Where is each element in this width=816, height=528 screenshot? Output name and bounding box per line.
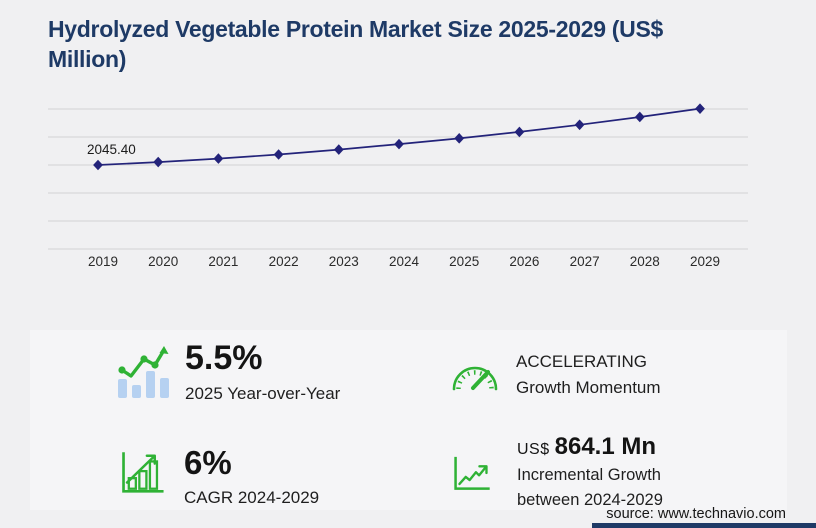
yoy-stat: 5.5% 2025 Year-over-Year bbox=[185, 339, 341, 404]
bottom-accent-bar bbox=[592, 523, 816, 528]
momentum-stat-icon-box bbox=[451, 356, 499, 392]
x-axis-label: 2023 bbox=[329, 254, 359, 269]
chart-container: 2019 2020 2021 2022 2023 2024 2025 2026 2027 2028… bbox=[48, 95, 750, 277]
chart-point-2020 bbox=[153, 156, 164, 168]
x-axis-label: 2019 bbox=[88, 254, 118, 269]
cagr-label: CAGR 2024-2029 bbox=[184, 487, 320, 507]
chart-point-2023 bbox=[333, 144, 344, 155]
incremental-label-line2: between 2024-2029 bbox=[517, 491, 663, 509]
chart-point-2021 bbox=[213, 153, 224, 164]
speedometer-icon bbox=[452, 366, 498, 391]
growth-chart-icon bbox=[122, 452, 164, 493]
x-axis-label: 2022 bbox=[269, 254, 299, 269]
chart-point-2028 bbox=[634, 111, 645, 123]
incremental-stat-icon-box bbox=[452, 455, 492, 491]
x-axis-label: 2029 bbox=[690, 254, 720, 269]
x-axis-label: 2020 bbox=[148, 254, 178, 269]
market-size-line-chart: 2019 2020 2021 2022 2023 2024 2025 2026 2027 2028… bbox=[48, 103, 748, 269]
cagr-stat-icon-box bbox=[120, 450, 164, 494]
momentum-label: Growth Momentum bbox=[516, 378, 661, 397]
yoy-label: 2025 Year-over-Year bbox=[185, 383, 341, 403]
cagr-value: 6% bbox=[184, 444, 232, 481]
chart-point-2025 bbox=[454, 133, 465, 144]
chart-point-2026 bbox=[514, 126, 525, 138]
page-title-line1: Hydrolyzed Vegetable Protein Market Size… bbox=[48, 16, 663, 42]
page-title: Hydrolyzed Vegetable Protein Market Size… bbox=[48, 14, 793, 74]
incremental-value: 864.1 Mn bbox=[554, 433, 657, 460]
line-growth-icon bbox=[454, 456, 490, 490]
x-axis-label: 2025 bbox=[449, 254, 479, 269]
chart-point-2024 bbox=[394, 138, 404, 150]
yoy-value: 5.5% bbox=[185, 339, 263, 377]
incremental-value-row: US$ 864.1 Mn bbox=[517, 433, 663, 461]
momentum-value: ACCELERATING bbox=[516, 352, 647, 371]
cagr-stat: 6% CAGR 2024-2029 bbox=[184, 444, 320, 508]
incremental-currency: US$ bbox=[517, 441, 550, 458]
incremental-label-line1: Incremental Growth bbox=[517, 466, 661, 484]
page-title-line2: Million) bbox=[48, 46, 127, 72]
x-axis-label: 2026 bbox=[509, 254, 539, 269]
momentum-stat: ACCELERATING Growth Momentum bbox=[516, 349, 661, 401]
chart-point-2022 bbox=[273, 149, 284, 160]
x-axis-label: 2024 bbox=[389, 254, 420, 269]
yoy-stat-icon-box bbox=[117, 346, 171, 400]
incremental-stat: US$ 864.1 Mn Incremental Growth between 2… bbox=[517, 433, 663, 511]
chart-point-2019 bbox=[93, 159, 103, 171]
chart-point-2029 bbox=[695, 103, 705, 114]
x-axis-label: 2021 bbox=[208, 254, 238, 269]
first-point-value-label: 2045.40 bbox=[87, 142, 136, 157]
x-axis-label: 2027 bbox=[570, 254, 600, 269]
source-credit: source: www.technavio.com bbox=[606, 506, 786, 522]
chart-point-2027 bbox=[574, 119, 585, 131]
trend-bars-icon bbox=[118, 346, 169, 398]
x-axis-label: 2028 bbox=[630, 254, 660, 269]
